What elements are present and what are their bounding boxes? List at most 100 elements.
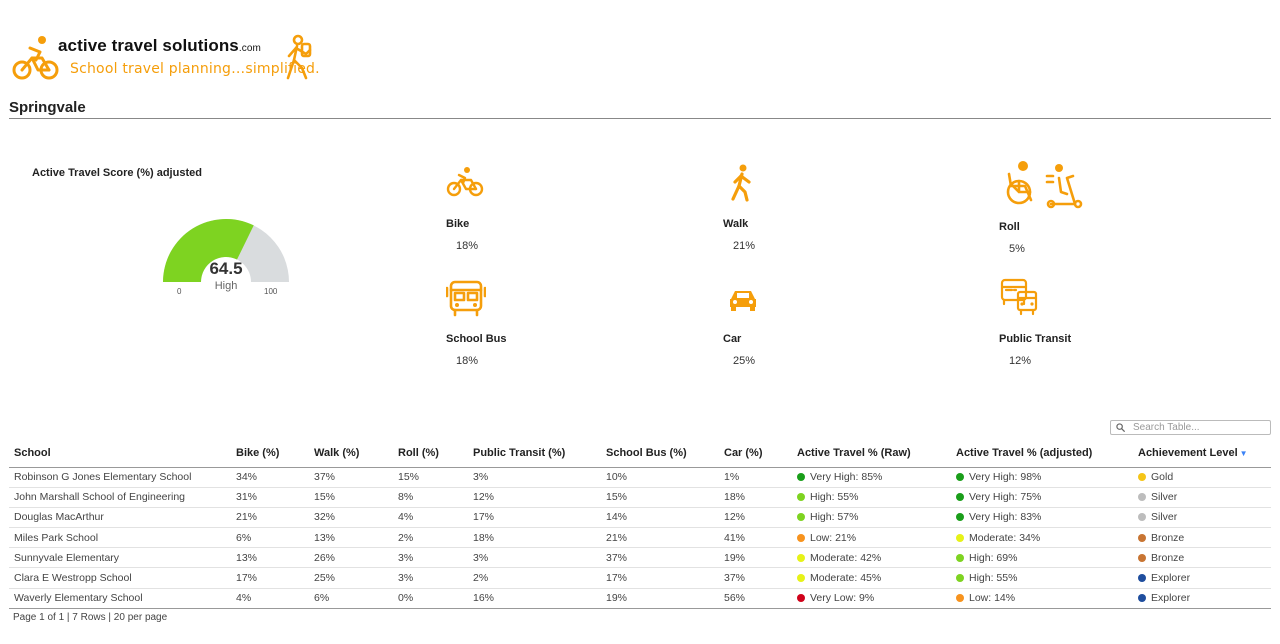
cell-roll: 3% [393,547,468,569]
status-dot-icon [797,533,805,542]
table-row[interactable]: John Marshall School of Engineering 31% 15… [9,487,1271,508]
cell-roll: 0% [393,588,468,609]
status-dot-icon [956,493,964,502]
mode-value-school-bus: 18% [456,355,479,367]
table-header-row: School Bike (%) Walk (%) Roll (%) Public… [9,440,1271,468]
car-icon [730,291,756,311]
column-header-car[interactable]: Car (%) [719,440,792,468]
mode-value-walk: 21% [733,240,756,252]
cell-active-travel-adjusted-text: Very High: 83% [969,511,1042,524]
table-search[interactable] [1110,420,1271,435]
column-header-achievement-level[interactable]: Achievement Level ▼ [1133,440,1271,468]
column-header-roll[interactable]: Roll (%) [393,440,468,468]
cell-active-travel-raw: Moderate: 45% [792,567,951,589]
cell-car: 1% [719,467,792,488]
cell-active-travel-raw-text: High: 55% [810,491,859,504]
mode-label-school-bus: School Bus [446,333,507,345]
cell-active-travel-adjusted: High: 55% [951,567,1133,589]
cell-active-travel-adjusted-text: Very High: 98% [969,471,1042,484]
cell-active-travel-raw-text: Moderate: 42% [810,551,882,564]
mode-value-car: 25% [733,355,756,367]
cell-public-transit: 18% [468,527,601,549]
gauge-value: 64.5 [209,259,243,278]
cell-public-transit: 3% [468,467,601,488]
cell-bike: 21% [231,507,309,529]
cell-achievement-level-text: Gold [1151,471,1174,484]
column-header-active-travel-raw[interactable]: Active Travel % (Raw) [792,440,951,468]
cell-active-travel-raw-text: Low: 21% [810,531,857,544]
active-travel-score-gauge [163,218,289,282]
cell-active-travel-raw-text: Very High: 85% [810,471,883,484]
cell-car: 56% [719,588,792,609]
cell-bike: 4% [231,588,309,609]
search-icon [1116,423,1125,432]
cell-bike: 34% [231,467,309,488]
mode-value-public-transit: 12% [1009,355,1032,367]
column-header-public-transit[interactable]: Public Transit (%) [468,440,601,468]
status-dot-icon [956,553,964,562]
cell-roll: 3% [393,567,468,589]
cell-active-travel-raw: Very High: 85% [792,467,951,488]
column-header-bike[interactable]: Bike (%) [231,440,309,468]
cell-school: Sunnyvale Elementary [9,547,231,569]
table-row[interactable]: Clara E Westropp School 17% 25% 3% 2% 17% 37% M… [9,567,1271,589]
cell-car: 12% [719,507,792,529]
walk-icon [731,164,751,202]
cell-active-travel-raw: Very Low: 9% [792,588,951,609]
table-row[interactable]: Sunnyvale Elementary 13% 26% 3% 3% 37% 19% Mode… [9,547,1271,569]
cell-bike: 13% [231,547,309,569]
cell-school: Miles Park School [9,527,231,549]
cell-active-travel-adjusted-text: High: 69% [969,551,1018,564]
table-row[interactable]: Robinson G Jones Elementary School 34% 37%… [9,467,1271,488]
table-row[interactable]: Miles Park School 6% 13% 2% 18% 21% 41% Low: 21… [9,527,1271,549]
cell-school: Douglas MacArthur [9,507,231,529]
cell-roll: 2% [393,527,468,549]
cell-public-transit: 2% [468,567,601,589]
cell-achievement-level-text: Bronze [1151,551,1185,564]
logo-tagline: School travel planning…simplified. [70,61,320,77]
mode-value-roll: 5% [1009,243,1025,255]
cell-school-bus: 14% [601,507,719,529]
search-input[interactable] [1133,422,1263,433]
table-row[interactable]: Douglas MacArthur 21% 32% 4% 17% 14% 12% High: … [9,507,1271,529]
cell-active-travel-raw-text: High: 57% [810,511,859,524]
status-dot-icon [956,473,964,482]
cell-car: 19% [719,547,792,569]
gauge-min-label: 0 [177,287,182,296]
status-dot-icon [956,513,964,522]
public-transit-icon [1000,278,1038,316]
table-row[interactable]: Waverly Elementary School 4% 6% 0% 16% 19% 56%… [9,588,1271,609]
logo-title: active travel solutions.com [58,36,261,55]
gauge-rating: High [214,280,238,292]
cell-school-bus: 15% [601,487,719,508]
cell-active-travel-adjusted: High: 69% [951,547,1133,569]
site-logo[interactable]: active travel solutions.com School trave… [12,34,322,84]
cell-achievement-level-text: Silver [1151,491,1178,504]
cell-active-travel-adjusted-text: High: 55% [969,572,1018,585]
cell-bike: 17% [231,567,309,589]
column-header-school[interactable]: School [9,440,231,468]
cell-school-bus: 19% [601,588,719,609]
status-dot-icon [1138,594,1146,603]
title-divider [9,118,1271,119]
cell-achievement-level: Silver [1133,507,1271,529]
column-header-school-bus[interactable]: School Bus (%) [601,440,719,468]
cell-school: John Marshall School of Engineering [9,487,231,508]
cyclist-logo-icon [12,36,59,80]
cell-active-travel-raw: Low: 21% [792,527,951,549]
mode-label-walk: Walk [723,218,749,230]
status-dot-icon [797,574,805,583]
cell-roll: 15% [393,467,468,488]
status-dot-icon [797,513,805,522]
status-dot-icon [1138,493,1146,502]
status-dot-icon [956,533,964,542]
column-header-active-travel-adjusted[interactable]: Active Travel % (adjusted) [951,440,1133,468]
status-dot-icon [797,473,805,482]
column-header-walk[interactable]: Walk (%) [309,440,393,468]
sort-descending-icon: ▼ [1239,449,1248,459]
cell-achievement-level: Silver [1133,487,1271,508]
cell-school-bus: 10% [601,467,719,488]
mode-label-car: Car [723,333,742,345]
cell-active-travel-raw: High: 55% [792,487,951,508]
cell-active-travel-adjusted: Very High: 98% [951,467,1133,488]
